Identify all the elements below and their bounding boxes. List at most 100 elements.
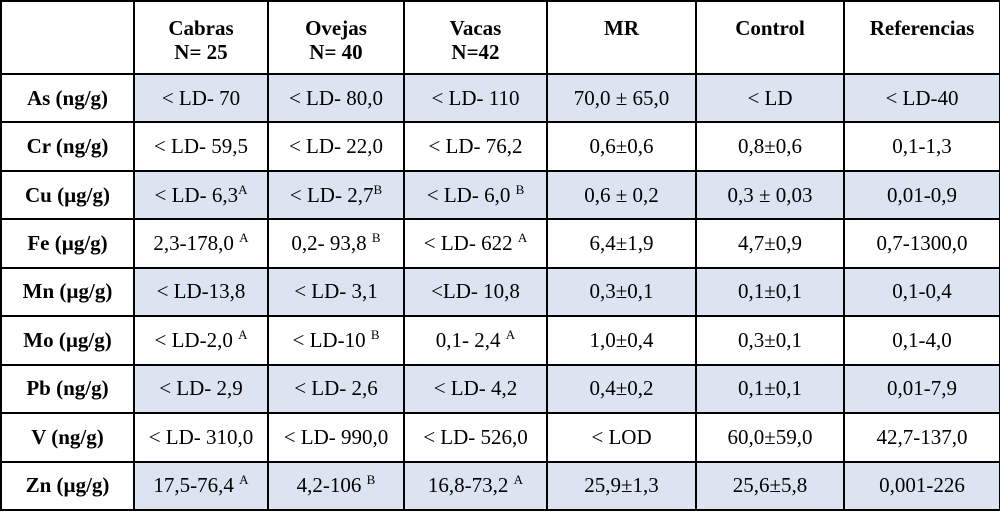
cell-value: < LD- 110 [431, 85, 520, 110]
cell-value: 0,1- 2,4 [435, 327, 506, 352]
cell-value: 0,1-1,3 [892, 134, 952, 159]
table-row: Fe (µg/g) 2,3-178,0 A 0,2- 93,8 B < LD- 622… [0, 218, 1000, 269]
significance-superscript: B [371, 230, 381, 246]
column-header: Control [695, 0, 845, 75]
cell-value: 0,3±0,1 [737, 327, 803, 352]
significance-superscript: B [373, 181, 383, 197]
table-row: As (ng/g) < LD- 70 < LD- 80,0 < LD- 110 70,0… [0, 72, 1000, 124]
cell-value: < LD- 59,5 [153, 134, 249, 159]
table-cell: < LD-40 [843, 72, 1000, 124]
cell-value: <LD- 10,8 [431, 279, 520, 304]
cell-value: < LD- 70 [161, 85, 241, 110]
row-label: Cr (ng/g) [0, 121, 135, 172]
table-cell: 2,3-178,0 A [133, 218, 269, 269]
table-cell: < LD- 22,0 [267, 121, 405, 172]
cell-value: 42,7-137,0 [876, 424, 968, 449]
table-cell: 0,1-4,0 [843, 315, 1000, 366]
cell-value: < LD-13,8 [156, 279, 246, 304]
significance-superscript: A [239, 472, 249, 488]
table-cell: 17,5-76,4 A [133, 460, 269, 511]
table-cell: 0,1±0,1 [695, 363, 845, 415]
column-header: Ovejas N= 40 [267, 0, 405, 75]
table-cell: 0,01-7,9 [843, 363, 1000, 415]
cell-value: 60,0±59,0 [727, 424, 813, 449]
row-label: Mn (µg/g) [0, 266, 135, 318]
column-header: Referencias [843, 0, 1000, 75]
row-label: Cu (µg/g) [0, 169, 135, 221]
cell-value: < LD- 526,0 [423, 424, 528, 449]
table-cell: < LD- 3,1 [267, 266, 405, 318]
significance-superscript: B [370, 326, 380, 342]
table-cell: < LD- 526,0 [403, 412, 548, 463]
table-cell: 0,1±0,1 [695, 266, 845, 318]
cell-value: < LD- 4,2 [433, 376, 518, 401]
cell-value: 0,1±0,1 [737, 279, 803, 304]
table-cell: 0,001-226 [843, 460, 1000, 511]
cell-value: < LD- 6,0 [426, 182, 516, 207]
table-row: Cr (ng/g) < LD- 59,5 < LD- 22,0 < LD- 76,2 0… [0, 121, 1000, 172]
table-cell: < LD [695, 72, 845, 124]
table-row: V (ng/g) < LD- 310,0 < LD- 990,0 < LD- 526,… [0, 412, 1000, 463]
significance-superscript: A [517, 230, 528, 246]
table-cell: < LD- 76,2 [403, 121, 548, 172]
cell-value: 0,1±0,1 [737, 376, 803, 401]
cell-value: < LD- 3,1 [294, 279, 378, 304]
table-cell: < LD- 2,9 [133, 363, 269, 415]
cell-value: < LD- 6,3 [154, 182, 239, 207]
table-cell: 4,2-106 B [267, 460, 405, 511]
table-cell: 0,8±0,6 [695, 121, 845, 172]
cell-value: 4,7±0,9 [737, 231, 803, 256]
table-body: As (ng/g) < LD- 70 < LD- 80,0 < LD- 110 70,0… [0, 72, 1000, 511]
table-cell: < LD- 2,6 [267, 363, 405, 415]
row-label: V (ng/g) [0, 412, 135, 463]
cell-value: 0,4±0,2 [589, 376, 654, 401]
cell-value: 70,0 ± 65,0 [573, 85, 670, 110]
significance-superscript: A [238, 326, 248, 342]
significance-superscript: A [513, 472, 524, 488]
table-cell: 0,01-0,9 [843, 169, 1000, 221]
table-cell: 0,3 ± 0,03 [695, 169, 845, 221]
table-cell: < LD- 2,7B [267, 169, 405, 221]
table-cell: 1,0±0,4 [546, 315, 697, 366]
table-cell: 25,9±1,3 [546, 460, 697, 511]
column-header: MR [546, 0, 697, 75]
cell-value: 0,3 ± 0,03 [727, 182, 813, 207]
table-cell: < LD- 110 [403, 72, 548, 124]
table-cell: < LD- 4,2 [403, 363, 548, 415]
table-cell: <LD- 10,8 [403, 266, 548, 318]
column-header: Cabras N= 25 [133, 0, 269, 75]
cell-value: < LD- 22,0 [288, 134, 384, 159]
table-cell: < LD-2,0 A [133, 315, 269, 366]
table-cell: 42,7-137,0 [843, 412, 1000, 463]
cell-value: 0,1-4,0 [892, 327, 952, 352]
table-cell: < LD-10 B [267, 315, 405, 366]
table-cell: 25,6±5,8 [695, 460, 845, 511]
cell-value: 6,4±1,9 [589, 231, 654, 256]
table-cell: 0,3±0,1 [546, 266, 697, 318]
cell-value: 0,1-0,4 [892, 279, 952, 304]
cell-value: 0,001-226 [879, 473, 965, 498]
row-label: Pb (ng/g) [0, 363, 135, 415]
table-cell: 0,7-1300,0 [843, 218, 1000, 269]
cell-value: 0,6 ± 0,2 [584, 182, 659, 207]
cell-value: < LD-40 [885, 85, 959, 110]
row-label: Fe (µg/g) [0, 218, 135, 269]
cell-value: 0,7-1300,0 [876, 231, 968, 256]
table-cell: < LD- 59,5 [133, 121, 269, 172]
table-cell: 0,1-0,4 [843, 266, 1000, 318]
cell-value: 1,0±0,4 [589, 327, 654, 352]
cell-value: < LD-10 [292, 327, 371, 352]
row-label: Mo (µg/g) [0, 315, 135, 366]
table-cell: < LD- 6,0 B [403, 169, 548, 221]
cell-value: < LD- 2,7 [289, 182, 374, 207]
cell-value: 16,8-73,2 [427, 473, 514, 498]
table-row: Pb (ng/g) < LD- 2,9 < LD- 2,6 < LD- 4,2 0,4±… [0, 363, 1000, 415]
table-cell: < LD- 622 A [403, 218, 548, 269]
cell-value: < LD- 990,0 [283, 424, 389, 449]
cell-value: < LD-2,0 [154, 327, 239, 352]
significance-superscript: A [239, 230, 249, 246]
cell-value: 4,2-106 [296, 473, 367, 498]
table-cell: < LD- 80,0 [267, 72, 405, 124]
table-cell: 60,0±59,0 [695, 412, 845, 463]
